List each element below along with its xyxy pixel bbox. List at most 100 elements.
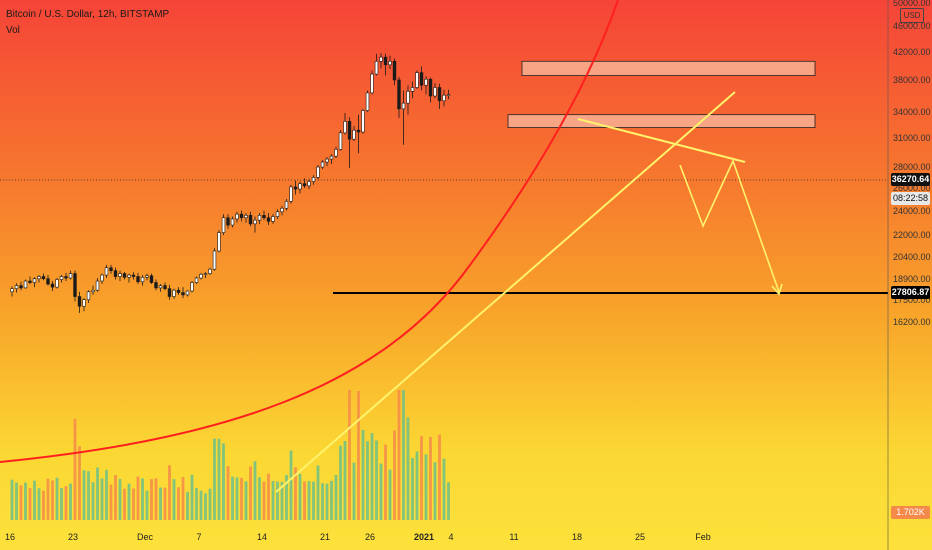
- candle-body: [446, 94, 451, 96]
- volume-bar: [46, 478, 50, 520]
- candle-body: [50, 283, 55, 288]
- candle-body: [433, 87, 437, 97]
- time-tick-label: 18: [571, 532, 583, 542]
- candle-body: [302, 183, 307, 187]
- volume-bar: [424, 454, 428, 520]
- candle-body: [41, 276, 46, 280]
- volume-bar: [307, 481, 311, 520]
- candle-body: [419, 72, 424, 86]
- volume-bar: [402, 390, 405, 520]
- candle-body: [329, 155, 334, 160]
- candle-body: [266, 217, 271, 222]
- volume-bar: [19, 485, 23, 520]
- candle-body: [415, 72, 419, 88]
- candle-body: [10, 288, 14, 293]
- time-tick-label: 21: [319, 532, 331, 542]
- volume-bar: [190, 474, 194, 520]
- candle-body: [127, 274, 131, 278]
- volume-bar: [222, 443, 225, 520]
- candle-body: [199, 274, 203, 279]
- volume-bar: [235, 477, 239, 520]
- price-tick-label: 16200.00: [893, 317, 931, 328]
- volume-bar: [244, 481, 248, 520]
- price-tick-label: 22000.00: [893, 230, 931, 241]
- price-zone-rect[interactable]: [521, 60, 816, 76]
- volume-bar: [199, 490, 203, 520]
- volume-bar: [163, 487, 167, 520]
- volume-bar: [249, 466, 252, 520]
- price-tick-label: 38000.00: [893, 75, 931, 86]
- candle-body: [424, 78, 428, 86]
- volume-bar: [267, 473, 270, 520]
- rising-trendline[interactable]: [275, 91, 736, 493]
- volume-bar: [406, 417, 410, 520]
- volume-bar: [150, 479, 153, 520]
- volume-bar: [352, 462, 356, 520]
- candle-body: [262, 215, 266, 219]
- candle-body: [77, 296, 82, 307]
- volume-bar: [379, 463, 383, 520]
- candle-body: [253, 219, 257, 225]
- volume-bar: [28, 488, 32, 520]
- candle-body: [46, 278, 50, 285]
- candle-body: [356, 129, 361, 133]
- candle-body: [208, 268, 212, 274]
- candle-body: [347, 121, 352, 140]
- projection-path[interactable]: [679, 158, 780, 293]
- volume-bar: [429, 436, 432, 520]
- volume-bar: [294, 467, 297, 520]
- time-tick-label: 25: [634, 532, 646, 542]
- time-tick-label: Feb: [695, 532, 711, 542]
- candle-body: [185, 290, 190, 296]
- volume-bar: [343, 441, 347, 520]
- candle-body: [338, 132, 343, 150]
- candle-body: [91, 289, 95, 293]
- volume-bar: [91, 482, 95, 520]
- price-zone-rect[interactable]: [507, 114, 816, 128]
- price-tick-label: 17500.00: [893, 295, 931, 306]
- descending-trendline[interactable]: [577, 118, 746, 163]
- candle-body: [343, 121, 347, 134]
- candle-body: [374, 60, 379, 75]
- candle-body: [95, 280, 100, 291]
- volume-bar: [141, 478, 144, 520]
- volume-bar: [420, 436, 423, 520]
- candle-body: [145, 275, 149, 278]
- volume-bar: [298, 473, 302, 520]
- volume-bar: [366, 441, 369, 520]
- candle-body: [401, 102, 406, 110]
- volume-bar: [289, 450, 293, 520]
- candle-body: [59, 276, 64, 280]
- candle-body: [244, 215, 248, 219]
- volume-bar: [415, 451, 419, 520]
- candle-body: [163, 285, 167, 289]
- volume-bar: [42, 490, 45, 520]
- candlesticks: [10, 53, 451, 313]
- volume-bar: [231, 476, 234, 520]
- candle-body: [397, 79, 401, 110]
- volume-bar: [397, 390, 401, 520]
- candle-body: [271, 216, 275, 222]
- volume-bars: [10, 390, 450, 520]
- time-tick-label: 7: [196, 532, 202, 542]
- price-tick-label: 46000.00: [893, 21, 931, 32]
- volume-bar: [325, 483, 329, 520]
- candle-body: [136, 276, 140, 283]
- candle-body: [284, 201, 289, 209]
- candle-body: [149, 275, 154, 283]
- candle-body: [118, 273, 122, 277]
- candle-body: [86, 291, 91, 301]
- candle-body: [194, 277, 199, 283]
- currency-badge[interactable]: USD: [900, 8, 924, 23]
- candle-body: [410, 87, 415, 92]
- volume-bar: [159, 487, 162, 520]
- candle-body: [388, 60, 392, 66]
- volume-bar: [240, 477, 243, 520]
- time-tick-label: 16: [4, 532, 16, 542]
- volume-bar: [186, 491, 189, 520]
- volume-bar: [217, 438, 221, 520]
- candle-body: [226, 217, 230, 226]
- volume-bar: [312, 481, 315, 520]
- parabolic-curve[interactable]: [0, 0, 619, 463]
